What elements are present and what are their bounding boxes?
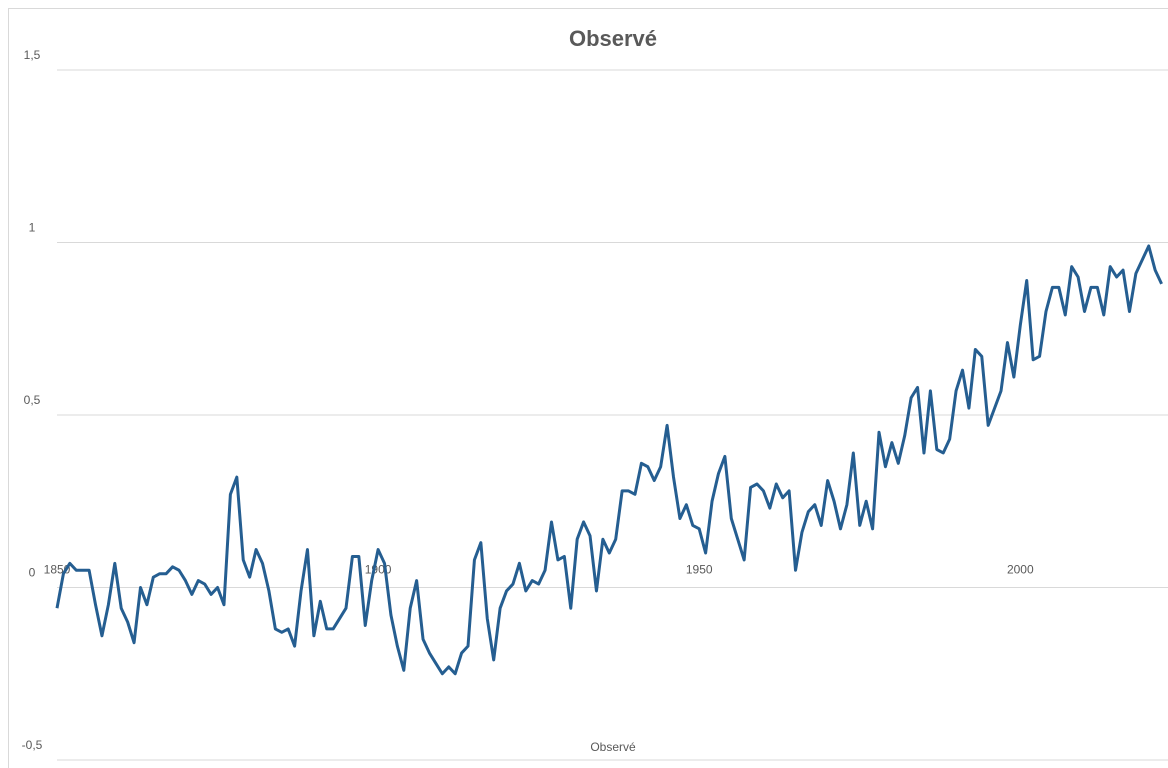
chart-area [8,8,1168,768]
x-tick-label: 2000 [1007,563,1034,577]
y-tick-label: -0,5 [22,738,43,752]
y-tick-label: 0,5 [24,393,41,407]
y-tick-label: 0 [29,566,36,580]
data-line [55,244,1163,676]
y-tick-label: 1 [29,221,36,235]
x-axis-title: Observé [590,740,636,754]
x-tick-label: 1950 [686,563,713,577]
chart-title: Observé [569,26,657,51]
y-tick-label: 1,5 [24,48,41,62]
x-tick-label: 1900 [365,563,392,577]
